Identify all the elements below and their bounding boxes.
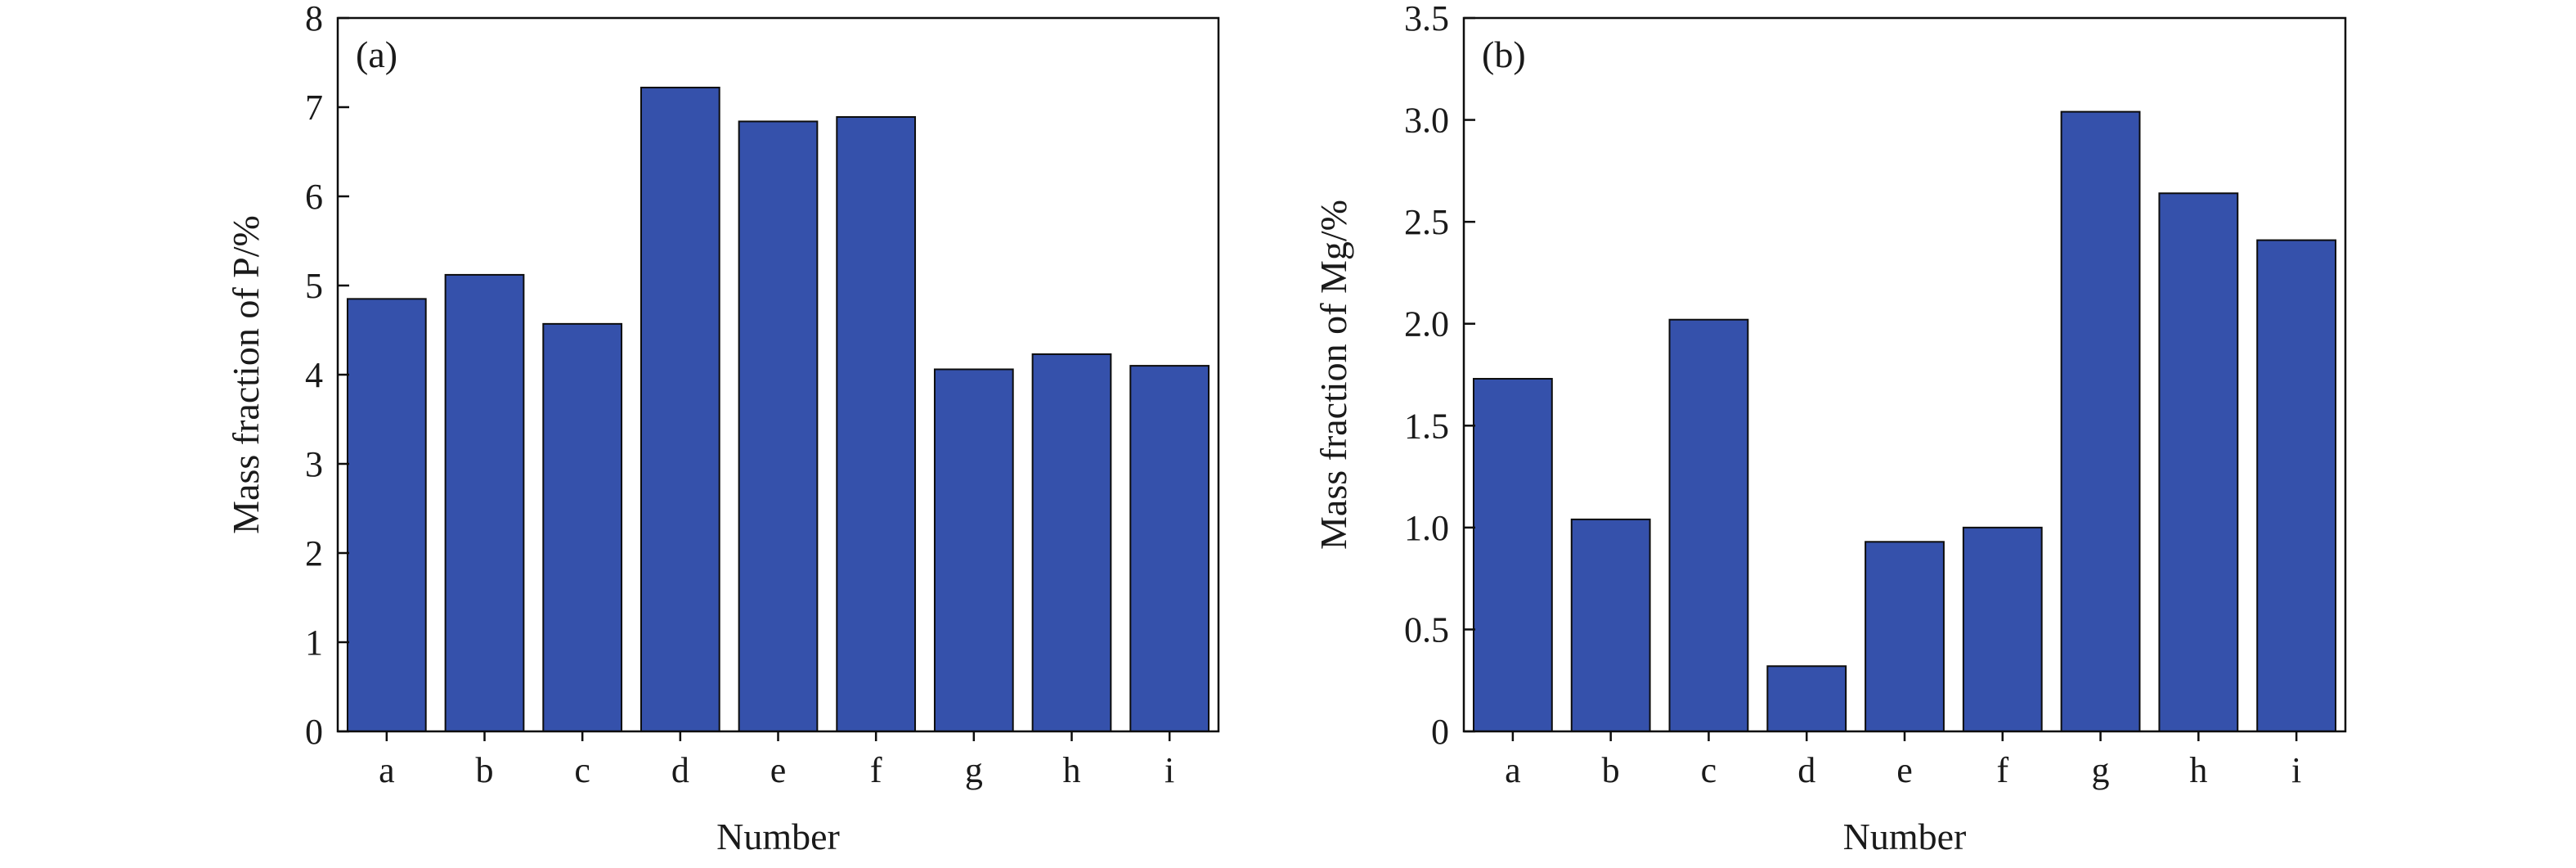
panel-a-x-tick-label-c: c bbox=[574, 750, 590, 790]
panel-b-x-tick-label-g: g bbox=[2092, 750, 2110, 790]
panel-a-y-tick-label: 1 bbox=[305, 623, 323, 663]
panel-b-x-tick-label-d: d bbox=[1797, 750, 1815, 790]
panel-a-x-tick-label-h: h bbox=[1063, 750, 1081, 790]
panel-a-y-tick-label: 5 bbox=[305, 266, 323, 306]
panel-a-x-tick-label-b: b bbox=[476, 750, 494, 790]
panel-b-y-tick-label: 1.5 bbox=[1404, 406, 1449, 446]
panel-a-y-tick-label: 3 bbox=[305, 444, 323, 484]
panel-a-x-tick-label-e: e bbox=[770, 750, 787, 790]
panel-a-x-tick-label-i: i bbox=[1165, 750, 1174, 790]
panel-a-x-tick-label-d: d bbox=[671, 750, 689, 790]
panel-a-x-tick-label-g: g bbox=[965, 750, 983, 790]
panel-b-bar-a bbox=[1472, 377, 1553, 732]
panel-a-bar-i bbox=[1129, 365, 1210, 732]
panel-b-x-tick-label-c: c bbox=[1701, 750, 1717, 790]
panel-a-bar-b bbox=[444, 273, 525, 733]
panel-b-y-tick-label: 3.5 bbox=[1404, 0, 1449, 38]
panel-b-x-tick-label-i: i bbox=[2291, 750, 2301, 790]
panel-a-x-tick-label-a: a bbox=[379, 750, 395, 790]
panel-a-y-tick-label: 6 bbox=[305, 177, 323, 217]
panel-a: 0 1 2 3 4 5 6 7 8 a b c d e f g h i Number Mass fraction of… bbox=[225, 0, 1220, 857]
panel-b: 0 0.5 1.0 1.5 2.0 2.5 3.0 3.5 a b c d e f g h i Number Mas… bbox=[1313, 0, 2347, 857]
panel-b-bar-h bbox=[2158, 192, 2239, 732]
panel-b-y-tick-label: 3.0 bbox=[1404, 101, 1449, 141]
panel-a-x-axis-title: Number bbox=[716, 816, 840, 857]
panel-b-y-tick-label: 0 bbox=[1431, 712, 1449, 752]
panel-b-bar-i bbox=[2256, 239, 2337, 732]
panel-b-bar-f bbox=[1962, 526, 2043, 732]
panel-b-y-tick-label: 1.0 bbox=[1404, 508, 1449, 548]
panel-a-x-tick-label-f: f bbox=[870, 750, 882, 790]
panel-b-bar-c bbox=[1668, 318, 1749, 732]
panel-b-x-axis-title: Number bbox=[1843, 816, 1967, 857]
panel-b-y-axis-title: Mass fraction of Mg/% bbox=[1313, 200, 1354, 550]
panel-a-bar-f bbox=[836, 115, 917, 733]
panel-a-label: (a) bbox=[356, 34, 397, 75]
panel-a-bar-g bbox=[933, 368, 1014, 732]
panel-b-bar-b bbox=[1570, 518, 1651, 732]
panel-b-bar-g bbox=[2060, 110, 2141, 732]
panel-a-bar-c bbox=[542, 322, 623, 732]
panel-a-y-axis-title: Mass fraction of P/% bbox=[225, 215, 267, 534]
panel-a-y-tick-label: 4 bbox=[305, 355, 323, 395]
panel-b-x-tick-label-f: f bbox=[1996, 750, 2008, 790]
panel-a-bar-e bbox=[738, 120, 819, 732]
panel-b-y-tick-label: 2.5 bbox=[1404, 202, 1449, 242]
panel-b-x-tick-label-h: h bbox=[2189, 750, 2207, 790]
panel-b-x-tick-label-e: e bbox=[1896, 750, 1913, 790]
panel-b-x-tick-label-b: b bbox=[1602, 750, 1620, 790]
panel-b-y-tick-label: 2.0 bbox=[1404, 304, 1449, 344]
panel-b-label: (b) bbox=[1482, 34, 1526, 75]
panel-a-y-tick-label: 0 bbox=[305, 712, 323, 752]
panel-b-bar-d bbox=[1766, 665, 1847, 733]
panel-b-bar-e bbox=[1865, 541, 1945, 732]
panel-b-y-tick-label: 0.5 bbox=[1404, 609, 1449, 650]
panel-a-bar-a bbox=[346, 298, 427, 733]
panel-b-x-tick-label-a: a bbox=[1505, 750, 1521, 790]
panel-a-y-tick-label: 2 bbox=[305, 533, 323, 573]
panel-a-bar-h bbox=[1031, 353, 1112, 732]
panel-a-y-tick-label: 7 bbox=[305, 88, 323, 128]
panel-a-bar-d bbox=[640, 87, 720, 732]
panel-a-y-tick-label: 8 bbox=[305, 0, 323, 38]
